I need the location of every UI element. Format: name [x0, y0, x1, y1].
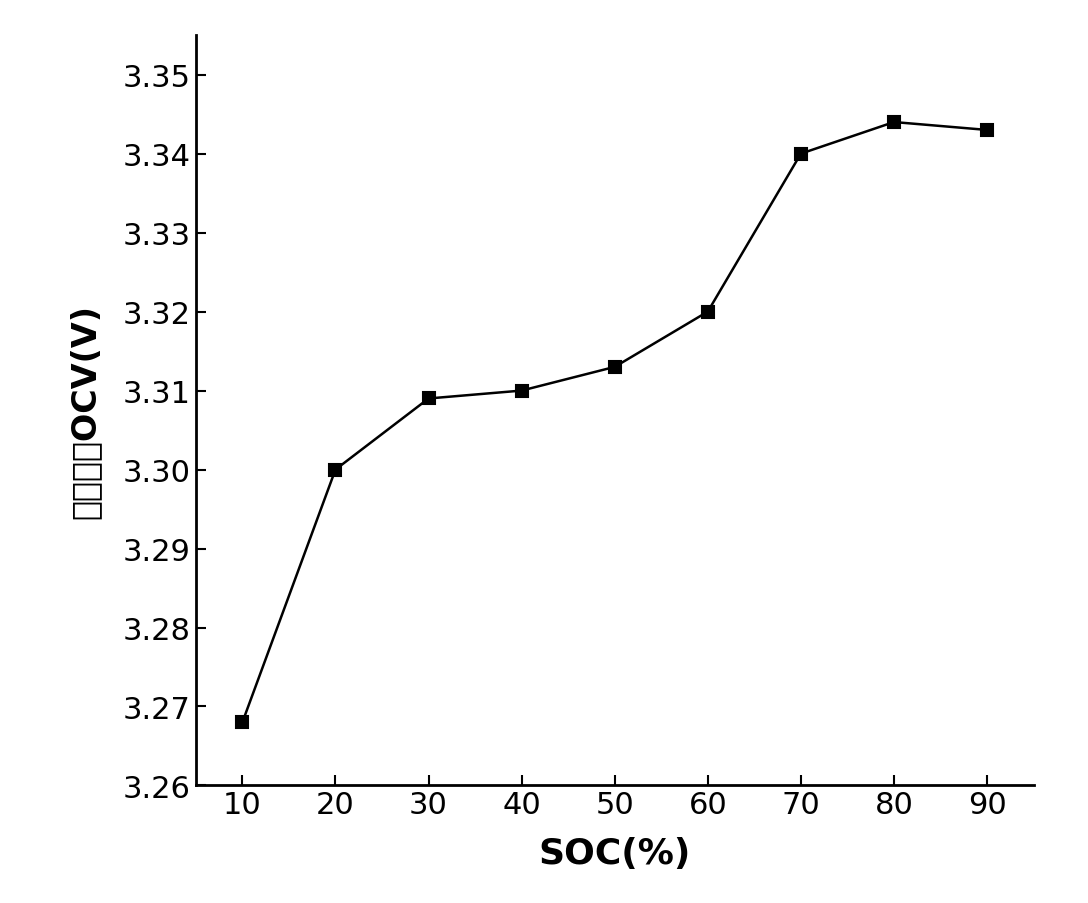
Y-axis label: 开路电压OCV(V): 开路电压OCV(V): [69, 303, 102, 518]
X-axis label: SOC(%): SOC(%): [539, 836, 691, 870]
